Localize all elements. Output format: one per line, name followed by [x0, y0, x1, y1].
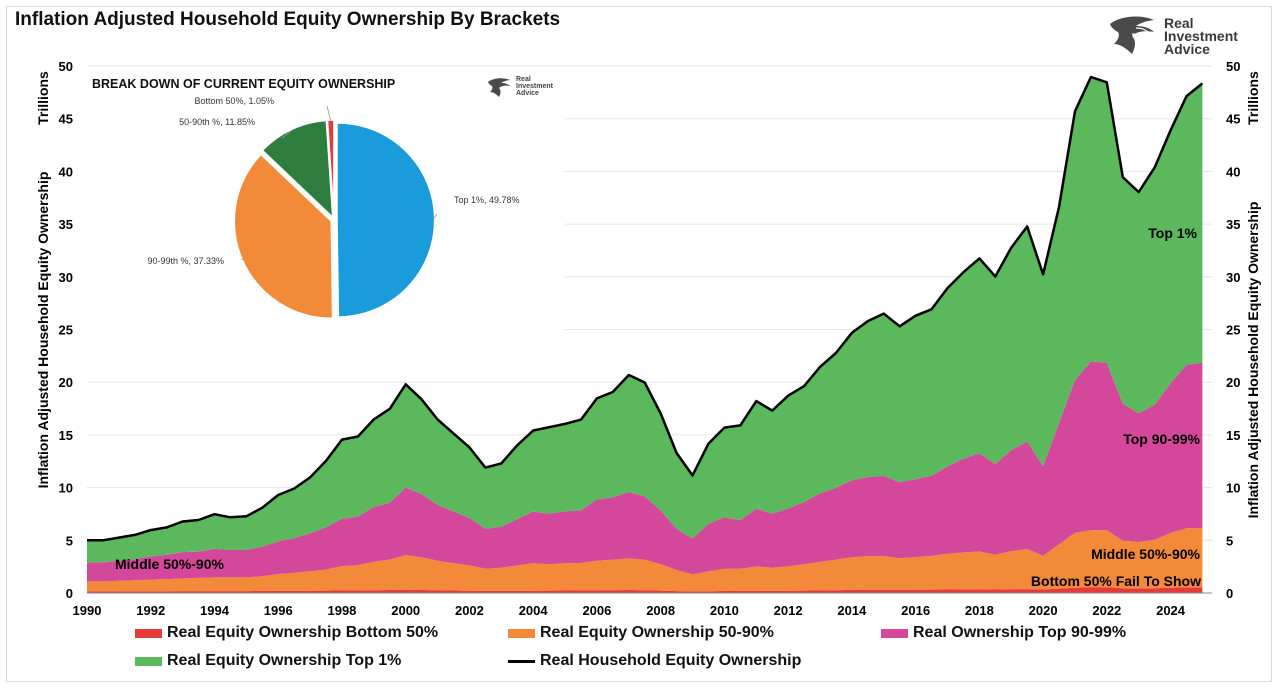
- y-tick-label-right: 20: [1226, 375, 1240, 390]
- x-tick-label: 2014: [837, 603, 867, 618]
- x-tick-label: 1996: [264, 603, 293, 618]
- area-series-2: [87, 361, 1203, 582]
- legend-item-50-90: Real Equity Ownership 50-90%: [508, 624, 774, 642]
- x-tick-label: 2002: [455, 603, 484, 618]
- annotation-label: Bottom 50% Fail To Show: [1031, 573, 1201, 589]
- y-axis-label-left: Inflation Adjusted Household Equity Owne…: [35, 172, 51, 489]
- x-tick-label: 2008: [646, 603, 675, 618]
- y-tick-label-right: 25: [1226, 323, 1240, 338]
- y-tick-label-right: 35: [1226, 217, 1240, 232]
- pie-logo-line2: Investment: [516, 83, 553, 90]
- pie-logo-line3: Advice: [516, 90, 539, 97]
- y-tick-label-left: 45: [59, 112, 73, 127]
- legend-swatch: [881, 628, 908, 638]
- y-axis-label-right: Inflation Adjusted Household Equity Owne…: [1245, 202, 1261, 519]
- pie-slice-1: [233, 153, 334, 319]
- pie-leader-line: [326, 105, 332, 122]
- legend: Real Equity Ownership Bottom 50% Real Eq…: [135, 624, 1145, 680]
- legend-label: Real Equity Ownership 50-90%: [540, 624, 774, 641]
- pie-slice-2: [261, 119, 334, 220]
- legend-label: Real Equity Ownership Top 1%: [167, 652, 402, 669]
- x-tick-label: 2016: [901, 603, 930, 618]
- x-tick-label: 2022: [1092, 603, 1121, 618]
- x-tick-label: 1990: [73, 603, 102, 618]
- y-tick-label-right: 15: [1226, 428, 1240, 443]
- x-tick-label: 2000: [391, 603, 420, 618]
- legend-item-90-99: Real Ownership Top 90-99%: [881, 624, 1126, 642]
- x-tick-label: 2018: [965, 603, 994, 618]
- x-tick-label: 1994: [200, 603, 230, 618]
- logo-line3: Advice: [1164, 41, 1210, 57]
- y-tick-label-left: 50: [59, 59, 73, 74]
- area-series-1: [87, 528, 1203, 592]
- legend-item-bottom50: Real Equity Ownership Bottom 50%: [135, 624, 438, 642]
- pie-slice-label: Bottom 50%, 1.05%: [194, 96, 274, 106]
- pie-logo-line1: Real: [516, 76, 531, 83]
- eagle-small-icon: [488, 78, 510, 97]
- y-tick-label-left: 30: [59, 270, 73, 285]
- x-tick-label: 2006: [582, 603, 611, 618]
- pie-title: BREAK DOWN OF CURRENT EQUITY OWNERSHIP: [92, 77, 395, 91]
- y-tick-label-right: 5: [1226, 533, 1233, 548]
- pie-leader-line: [281, 130, 293, 139]
- legend-label: Real Ownership Top 90-99%: [913, 624, 1127, 641]
- annotation-label: Middle 50%-90%: [115, 556, 224, 572]
- y-tick-label-left: 15: [59, 428, 73, 443]
- pie-leader-line: [432, 213, 438, 220]
- legend-swatch: [508, 628, 535, 638]
- area-series-3: [87, 77, 1203, 563]
- x-tick-label: 2010: [710, 603, 739, 618]
- pie-slice-0: [336, 122, 436, 318]
- y-tick-label-right: 45: [1226, 112, 1240, 127]
- y-tick-label-right: 10: [1226, 481, 1240, 496]
- pie-slice-label: 90-99th %, 37.33%: [147, 256, 224, 266]
- legend-label: Real Household Equity Ownership: [540, 652, 802, 669]
- pie-slice-label: 50-90th %, 11.85%: [179, 117, 255, 127]
- y-axis-units-right: Trillions: [1245, 71, 1261, 125]
- chart-frame: [6, 6, 1272, 682]
- x-tick-label: 1998: [327, 603, 356, 618]
- chart-title: Inflation Adjusted Household Equity Owne…: [15, 9, 561, 30]
- pie-leader-line: [240, 258, 244, 261]
- legend-label: Real Equity Ownership Bottom 50%: [167, 624, 439, 641]
- y-tick-label-left: 10: [59, 481, 73, 496]
- y-tick-label-right: 40: [1226, 164, 1240, 179]
- y-tick-label-left: 35: [59, 217, 73, 232]
- eagle-logo-icon: [1110, 16, 1154, 54]
- logo-line2: Investment: [1164, 28, 1238, 44]
- real-investment-advice-logo: Real Investment Advice: [1106, 14, 1266, 60]
- x-tick-label: 1992: [136, 603, 165, 618]
- x-tick-label: 2012: [774, 603, 803, 618]
- legend-swatch: [135, 656, 162, 666]
- y-tick-label-left: 20: [59, 375, 73, 390]
- y-tick-label-right: 0: [1226, 586, 1233, 601]
- x-tick-label: 2004: [519, 603, 549, 618]
- y-tick-label-left: 25: [59, 323, 73, 338]
- x-tick-label: 2020: [1029, 603, 1058, 618]
- legend-swatch: [135, 628, 162, 638]
- y-tick-label-left: 0: [66, 586, 73, 601]
- x-tick-label: 2024: [1156, 603, 1186, 618]
- pie-logo: Real Investment Advice: [486, 74, 566, 104]
- logo-line1: Real: [1164, 15, 1194, 31]
- annotation-label: Top 90-99%: [1123, 431, 1200, 447]
- total-line: [87, 75, 1204, 542]
- annotation-label: Middle 50%-90%: [1091, 546, 1200, 562]
- y-tick-label-right: 50: [1226, 59, 1240, 74]
- pie-slice-label: Top 1%, 49.78%: [454, 195, 520, 205]
- y-tick-label-right: 30: [1226, 270, 1240, 285]
- legend-item-total: Real Household Equity Ownership: [508, 652, 801, 670]
- legend-line-swatch: [508, 659, 535, 663]
- y-tick-label-left: 40: [59, 164, 73, 179]
- y-axis-units-left: Trillions: [35, 71, 51, 125]
- legend-item-top1: Real Equity Ownership Top 1%: [135, 652, 401, 670]
- area-series-0: [87, 587, 1203, 593]
- y-tick-label-left: 5: [66, 533, 73, 548]
- annotation-label: Top 1%: [1148, 225, 1197, 241]
